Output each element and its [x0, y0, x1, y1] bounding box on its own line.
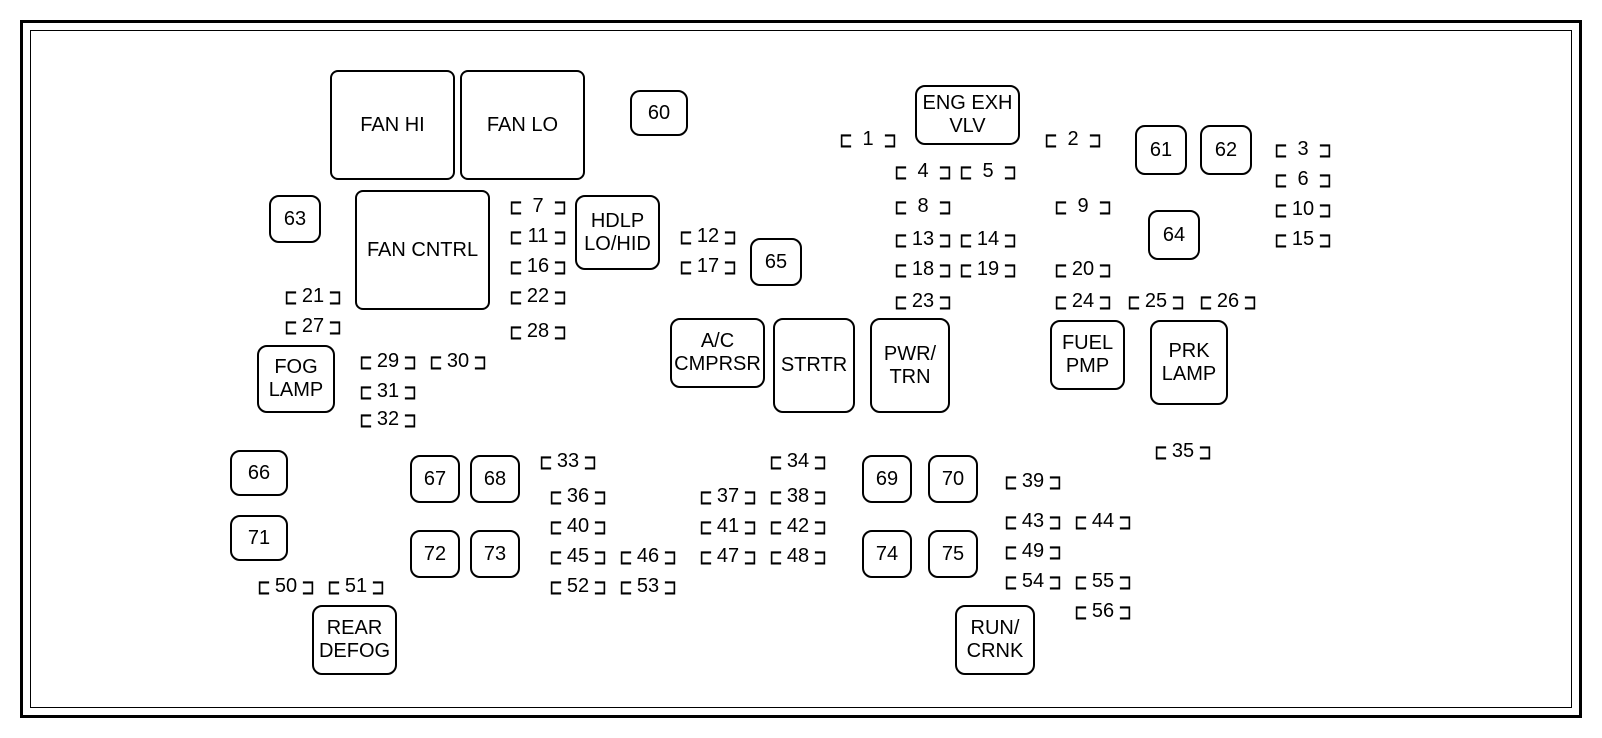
- relay-r65: 65: [750, 238, 802, 286]
- relay-rear-defog: REAR DEFOG: [312, 605, 397, 675]
- relay-fan-lo: FAN LO: [460, 70, 585, 180]
- fuse-37: ⊏37⊏: [700, 485, 756, 508]
- fuse-12: ⊏12⊏: [680, 225, 736, 248]
- fuse-25: ⊏25⊏: [1128, 290, 1184, 313]
- fuse-3: ⊏3⊏: [1275, 138, 1331, 161]
- fuse-20: ⊏20⊏: [1055, 258, 1111, 281]
- relay-r73: 73: [470, 530, 520, 578]
- fuse-47: ⊏47⊏: [700, 545, 756, 568]
- relay-strtr: STRTR: [773, 318, 855, 413]
- relay-hdlp: HDLP LO/HID: [575, 195, 660, 270]
- fuse-27: ⊏27⊏: [285, 315, 341, 338]
- relay-r64: 64: [1148, 210, 1200, 260]
- fuse-56: ⊏56⊏: [1075, 600, 1131, 623]
- relay-r61: 61: [1135, 125, 1187, 175]
- relay-fuel-pmp: FUEL PMP: [1050, 320, 1125, 390]
- relay-fan-cntrl: FAN CNTRL: [355, 190, 490, 310]
- fuse-5: ⊏5⊏: [960, 160, 1016, 183]
- fuse-32: ⊏32⊏: [360, 408, 416, 431]
- fuse-22: ⊏22⊏: [510, 285, 566, 308]
- fuse-8: ⊏8⊏: [895, 195, 951, 218]
- fuse-24: ⊏24⊏: [1055, 290, 1111, 313]
- fuse-11: ⊏11⊏: [510, 225, 566, 248]
- fuse-34: ⊏34⊏: [770, 450, 826, 473]
- relay-run-crnk: RUN/ CRNK: [955, 605, 1035, 675]
- fuse-54: ⊏54⊏: [1005, 570, 1061, 593]
- fuse-14: ⊏14⊏: [960, 228, 1016, 251]
- fuse-45: ⊏45⊏: [550, 545, 606, 568]
- relay-pwr-trn: PWR/ TRN: [870, 318, 950, 413]
- relay-fog-lamp: FOG LAMP: [257, 345, 335, 413]
- fuse-33: ⊏33⊏: [540, 450, 596, 473]
- fuse-51: ⊏51⊏: [328, 575, 384, 598]
- fuse-39: ⊏39⊏: [1005, 470, 1061, 493]
- fuse-41: ⊏41⊏: [700, 515, 756, 538]
- fuse-53: ⊏53⊏: [620, 575, 676, 598]
- fuse-49: ⊏49⊏: [1005, 540, 1061, 563]
- fuse-44: ⊏44⊏: [1075, 510, 1131, 533]
- relay-eng-exh: ENG EXH VLV: [915, 85, 1020, 145]
- relay-r67: 67: [410, 455, 460, 503]
- fuse-38: ⊏38⊏: [770, 485, 826, 508]
- fuse-23: ⊏23⊏: [895, 290, 951, 313]
- relay-fan-hi: FAN HI: [330, 70, 455, 180]
- relay-r70: 70: [928, 455, 978, 503]
- fuse-13: ⊏13⊏: [895, 228, 951, 251]
- relay-r60: 60: [630, 90, 688, 136]
- fuse-2: ⊏2⊏: [1045, 128, 1101, 151]
- fuse-36: ⊏36⊏: [550, 485, 606, 508]
- fuse-30: ⊏30⊏: [430, 350, 486, 373]
- fuse-52: ⊏52⊏: [550, 575, 606, 598]
- fuse-28: ⊏28⊏: [510, 320, 566, 343]
- fuse-55: ⊏55⊏: [1075, 570, 1131, 593]
- relay-r62: 62: [1200, 125, 1252, 175]
- fuse-19: ⊏19⊏: [960, 258, 1016, 281]
- relay-r68: 68: [470, 455, 520, 503]
- relay-r66: 66: [230, 450, 288, 496]
- relay-ac-cmprsr: A/C CMPRSR: [670, 318, 765, 388]
- relay-r69: 69: [862, 455, 912, 503]
- fuse-16: ⊏16⊏: [510, 255, 566, 278]
- fuse-21: ⊏21⊏: [285, 285, 341, 308]
- fuse-29: ⊏29⊏: [360, 350, 416, 373]
- fuse-42: ⊏42⊏: [770, 515, 826, 538]
- relay-r63: 63: [269, 195, 321, 243]
- fuse-15: ⊏15⊏: [1275, 228, 1331, 251]
- fuse-17: ⊏17⊏: [680, 255, 736, 278]
- fuse-10: ⊏10⊏: [1275, 198, 1331, 221]
- fuse-1: ⊏1⊏: [840, 128, 896, 151]
- fuse-18: ⊏18⊏: [895, 258, 951, 281]
- relay-prk-lamp: PRK LAMP: [1150, 320, 1228, 405]
- diagram-frame: FAN HIFAN LO 60 63 FAN CNTRL HDLP LO/HID 65 EN…: [0, 0, 1602, 738]
- relay-r71: 71: [230, 515, 288, 561]
- fuse-4: ⊏4⊏: [895, 160, 951, 183]
- fuse-7: ⊏7⊏: [510, 195, 566, 218]
- fuse-48: ⊏48⊏: [770, 545, 826, 568]
- fuse-26: ⊏26⊏: [1200, 290, 1256, 313]
- fuse-50: ⊏50⊏: [258, 575, 314, 598]
- fuse-35: ⊏35⊏: [1155, 440, 1211, 463]
- fuse-43: ⊏43⊏: [1005, 510, 1061, 533]
- fuse-46: ⊏46⊏: [620, 545, 676, 568]
- fuse-31: ⊏31⊏: [360, 380, 416, 403]
- relay-r74: 74: [862, 530, 912, 578]
- relay-r75: 75: [928, 530, 978, 578]
- fuse-40: ⊏40⊏: [550, 515, 606, 538]
- relay-r72: 72: [410, 530, 460, 578]
- fuse-6: ⊏6⊏: [1275, 168, 1331, 191]
- fuse-9: ⊏9⊏: [1055, 195, 1111, 218]
